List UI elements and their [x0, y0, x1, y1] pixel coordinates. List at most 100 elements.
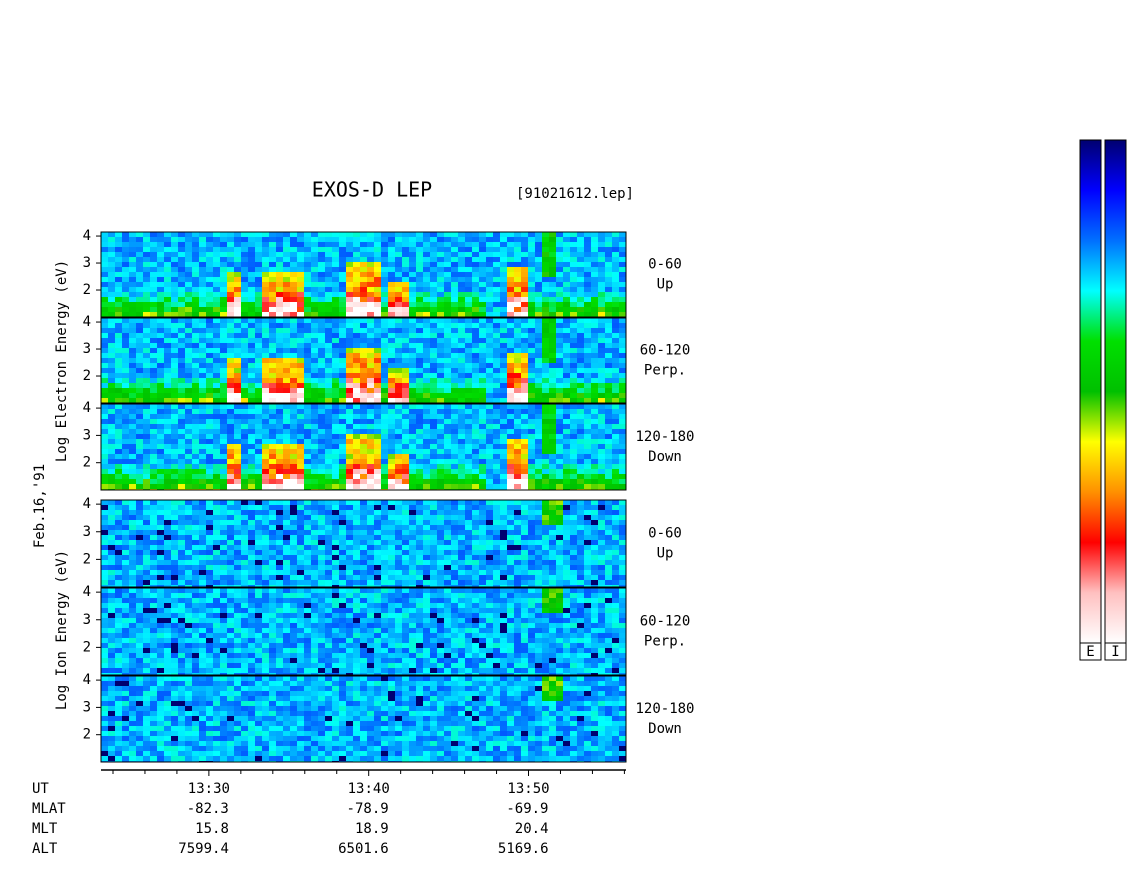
spectrogram-cell: [423, 277, 430, 282]
spectrogram-cell: [234, 500, 241, 505]
spectrogram-cell: [612, 247, 619, 252]
spectrogram-cell: [115, 439, 122, 444]
spectrogram-cell: [619, 414, 626, 419]
spectrogram-cell: [171, 398, 178, 403]
spectrogram-cell: [143, 247, 150, 252]
spectrogram-cell: [416, 550, 423, 555]
spectrogram-cell: [136, 469, 143, 474]
spectrogram-cell: [101, 469, 108, 474]
spectrogram-cell: [150, 277, 157, 282]
spectrogram-cell: [514, 262, 521, 267]
spectrogram-cell: [458, 312, 465, 317]
spectrogram-cell: [304, 515, 311, 520]
spectrogram-cell: [220, 540, 227, 545]
spectrogram-cell: [283, 449, 290, 454]
spectrogram-cell: [416, 515, 423, 520]
spectrogram-cell: [500, 550, 507, 555]
spectrogram-cell: [465, 434, 472, 439]
spectrogram-cell: [108, 555, 115, 560]
spectrogram-cell: [500, 409, 507, 414]
spectrogram-cell: [332, 464, 339, 469]
spectrogram-cell: [185, 333, 192, 338]
spectrogram-cell: [164, 358, 171, 363]
spectrogram-cell: [486, 232, 493, 237]
spectrogram-cell: [542, 318, 549, 323]
spectrogram-cell: [339, 474, 346, 479]
spectrogram-cell: [227, 570, 234, 575]
spectrogram-cell: [192, 464, 199, 469]
spectrogram-cell: [444, 439, 451, 444]
spectrogram-cell: [101, 414, 108, 419]
spectrogram-cell: [458, 338, 465, 343]
spectrogram-cell: [577, 469, 584, 474]
spectrogram-cell: [339, 353, 346, 358]
spectrogram-cell: [129, 383, 136, 388]
spectrogram-cell: [290, 343, 297, 348]
spectrogram-cell: [346, 323, 353, 328]
spectrogram-cell: [584, 262, 591, 267]
spectrogram-cell: [234, 348, 241, 353]
spectrogram-cell: [472, 545, 479, 550]
spectrogram-cell: [332, 469, 339, 474]
spectrogram-cell: [458, 414, 465, 419]
spectrogram-cell: [136, 560, 143, 565]
spectrogram-cell: [241, 474, 248, 479]
spectrogram-cell: [101, 292, 108, 297]
spectrogram-cell: [255, 383, 262, 388]
spectrogram-cell: [157, 252, 164, 257]
spectrogram-cell: [612, 393, 619, 398]
spectrogram-cell: [234, 550, 241, 555]
spectrogram-cell: [122, 307, 129, 312]
spectrogram-cell: [360, 338, 367, 343]
spectrogram-cell: [164, 328, 171, 333]
spectrogram-cell: [542, 353, 549, 358]
spectrogram-cell: [556, 479, 563, 484]
spectrogram-cell: [136, 409, 143, 414]
spectrogram-cell: [353, 510, 360, 515]
spectrogram-cell: [325, 338, 332, 343]
spectrogram-cell: [465, 560, 472, 565]
spectrogram-cell: [227, 292, 234, 297]
spectrogram-cell: [290, 520, 297, 525]
spectrogram-cell: [423, 414, 430, 419]
spectrogram-cell: [416, 459, 423, 464]
spectrogram-cell: [304, 318, 311, 323]
spectrogram-cell: [416, 323, 423, 328]
spectrogram-cell: [521, 338, 528, 343]
spectrogram-cell: [486, 297, 493, 302]
spectrogram-cell: [402, 312, 409, 317]
spectrogram-cell: [388, 459, 395, 464]
spectrogram-cell: [318, 247, 325, 252]
spectrogram-cell: [248, 323, 255, 328]
spectrogram-cell: [297, 535, 304, 540]
spectrogram-cell: [591, 287, 598, 292]
spectrogram-cell: [220, 383, 227, 388]
spectrogram-cell: [437, 373, 444, 378]
spectrogram-cell: [577, 257, 584, 262]
spectrogram-cell: [234, 398, 241, 403]
spectrogram-cell: [136, 525, 143, 530]
spectrogram-cell: [423, 383, 430, 388]
spectrogram-cell: [206, 247, 213, 252]
spectrogram-cell: [129, 424, 136, 429]
spectrogram-cell: [178, 262, 185, 267]
spectrogram-cell: [458, 474, 465, 479]
spectrogram-cell: [346, 262, 353, 267]
spectrogram-cell: [388, 444, 395, 449]
spectrogram-cell: [507, 469, 514, 474]
spectrogram-cell: [549, 424, 556, 429]
spectrogram-cell: [500, 464, 507, 469]
spectrogram-cell: [150, 474, 157, 479]
spectrogram-cell: [465, 297, 472, 302]
spectrogram-cell: [437, 292, 444, 297]
spectrogram-cell: [192, 297, 199, 302]
spectrogram-cell: [395, 302, 402, 307]
spectrogram-cell: [556, 343, 563, 348]
spectrogram-cell: [115, 252, 122, 257]
spectrogram-cell: [563, 242, 570, 247]
spectrogram-cell: [381, 479, 388, 484]
spectrogram-cell: [297, 520, 304, 525]
spectrogram-cell: [304, 247, 311, 252]
spectrogram-cell: [458, 449, 465, 454]
spectrogram-cell: [493, 287, 500, 292]
